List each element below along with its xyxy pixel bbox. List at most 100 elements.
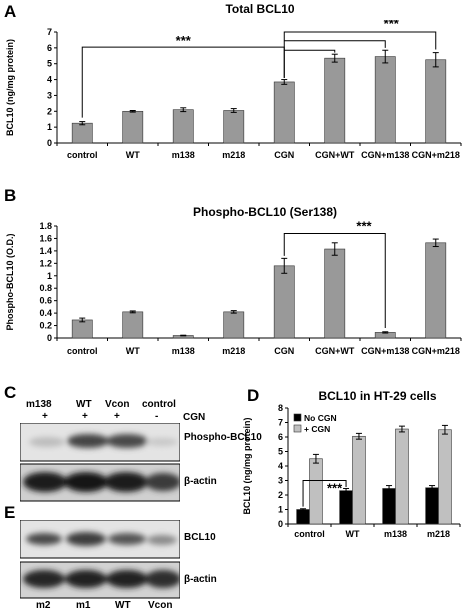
b-significance: *** — [356, 218, 372, 233]
d-bar — [296, 509, 310, 525]
b-ytick-label: 1.4 — [39, 246, 52, 256]
d-ytick-label: 0 — [278, 519, 283, 529]
d-significance: *** — [327, 481, 343, 496]
b-ytick-label: 0.2 — [39, 321, 52, 331]
chart-a-total-bcl10: 0 1 2 3 4 5 6 7 BCL10 (ng/mg protein) control WT m1… — [5, 20, 462, 160]
b-xtick-label: CGN+m218 — [412, 346, 460, 356]
a-ytick-label: 2 — [47, 106, 52, 116]
b-xtick-label: CGN — [274, 346, 294, 356]
a-bar — [273, 81, 295, 144]
b-ytick-label: 0.4 — [39, 308, 52, 318]
blot-c-cgn-mark-4: - — [155, 411, 159, 422]
b-ytick-label: 1 — [47, 271, 52, 281]
b-xtick-label: m218 — [222, 346, 245, 356]
d-xtick-label: control — [294, 529, 325, 539]
b-ytick-label: 1.8 — [39, 221, 52, 231]
a-bar — [324, 57, 346, 144]
blot-e-lane-3: WT — [115, 600, 131, 611]
blot-c-lane-4: control — [142, 399, 176, 410]
blot-c-cgn-mark-2: + — [82, 411, 88, 422]
b-bar — [71, 319, 93, 339]
b-bar — [425, 242, 447, 339]
a-xtick-label: CGN+WT — [315, 150, 355, 160]
d-xtick-label: m218 — [427, 529, 450, 539]
b-xtick-label: CGN+WT — [315, 346, 355, 356]
d-bar — [438, 429, 452, 525]
a-bracket-cgn-wt — [284, 49, 336, 53]
d-legend-label: + CGN — [304, 424, 330, 434]
a-xtick-label: WT — [126, 150, 140, 160]
blot-e-lane-4: Vcon — [148, 600, 173, 611]
a-bar — [425, 59, 447, 144]
blot-c-band-label-1: Phospho-BCL10 — [184, 432, 262, 443]
a-ytick-label: 0 — [47, 138, 52, 148]
a-xtick-label: m138 — [172, 150, 195, 160]
d-bar — [395, 428, 409, 525]
panel-letter-a: A — [4, 2, 17, 21]
blot-e-band-label-2: β-actin — [184, 574, 217, 585]
blot-e-band-label-1: BCL10 — [184, 532, 216, 543]
a-bar — [374, 56, 396, 144]
d-ytick-label: 7 — [278, 418, 283, 428]
panel-d-title: BCL10 in HT-29 cells — [318, 389, 437, 403]
a-significance-1: *** — [176, 33, 192, 48]
d-bar — [382, 488, 396, 525]
b-bracket-cgn-m138 — [283, 232, 386, 329]
d-xtick-label: m138 — [384, 529, 407, 539]
a-ytick-label: 7 — [47, 27, 52, 37]
blot-c-cgn-label: CGN — [183, 412, 206, 423]
d-legend-swatch — [293, 424, 302, 433]
a-ytick-label: 6 — [47, 43, 52, 53]
d-xtick-label: WT — [346, 529, 360, 539]
a-bar — [172, 109, 194, 144]
d-bar — [425, 487, 439, 525]
a-ytick-label: 3 — [47, 90, 52, 100]
b-ylabel: Phospho-BCL10 (O.D.) — [5, 234, 15, 331]
a-bracket-control-cgn — [81, 46, 285, 118]
b-xtick-label: CGN+m138 — [361, 346, 409, 356]
a-xtick-label: CGN+m218 — [412, 150, 460, 160]
blot-c-cgn-mark-3: + — [114, 411, 120, 422]
a-ytick-label: 4 — [47, 75, 52, 85]
a-xtick-label: control — [67, 150, 98, 160]
d-bar — [309, 458, 323, 525]
d-ylabel: BCL10 (ng/mg protein) — [242, 418, 252, 515]
panel-letter-d: D — [247, 386, 260, 405]
blot-c-lane-2: WT — [76, 399, 92, 410]
a-ytick-label: 1 — [47, 122, 52, 132]
chart-b-phospho-bcl10: 0 0.2 0.4 0.6 0.8 1 1.2 1.4 1.6 1.8 Phospho-BCL10 … — [5, 218, 462, 356]
a-bar — [223, 110, 245, 144]
b-bar — [273, 265, 295, 339]
b-ytick-label: 0.8 — [39, 283, 52, 293]
b-ytick-label: 1.6 — [39, 233, 52, 243]
d-ytick-label: 4 — [278, 461, 283, 471]
a-bar — [122, 110, 144, 144]
d-ytick-label: 1 — [278, 505, 283, 515]
panel-a-title: Total BCL10 — [225, 2, 295, 16]
panel-letter-c: C — [4, 383, 17, 402]
a-xtick-label: CGN — [274, 150, 294, 160]
b-bar — [223, 311, 245, 339]
a-xtick-label: m218 — [222, 150, 245, 160]
b-xtick-label: WT — [126, 346, 140, 356]
a-ytick-label: 5 — [47, 59, 52, 69]
d-bar — [352, 435, 366, 525]
a-bracket-cgn-m138 — [284, 40, 386, 48]
b-bar — [122, 311, 144, 339]
a-bar — [71, 122, 93, 144]
panel-letter-e: E — [4, 503, 16, 522]
d-legend-swatch — [293, 413, 302, 422]
chart-d-ht29: 0 1 2 3 4 5 6 7 8 BCL10 (ng/mg protein) control WT m… — [242, 403, 461, 539]
a-significance-2: *** — [384, 20, 400, 31]
b-ytick-label: 0 — [47, 333, 52, 343]
b-ytick-label: 0.6 — [39, 296, 52, 306]
a-xtick-label: CGN+m138 — [361, 150, 409, 160]
d-bracket-control-wt — [302, 480, 347, 507]
d-ytick-label: 8 — [278, 403, 283, 413]
d-ytick-label: 6 — [278, 432, 283, 442]
d-ytick-label: 5 — [278, 447, 283, 457]
blot-c-image — [20, 423, 180, 502]
blot-e-image — [20, 520, 180, 599]
d-ytick-label: 3 — [278, 476, 283, 486]
blot-c-band-label-2: β-actin — [184, 476, 217, 487]
